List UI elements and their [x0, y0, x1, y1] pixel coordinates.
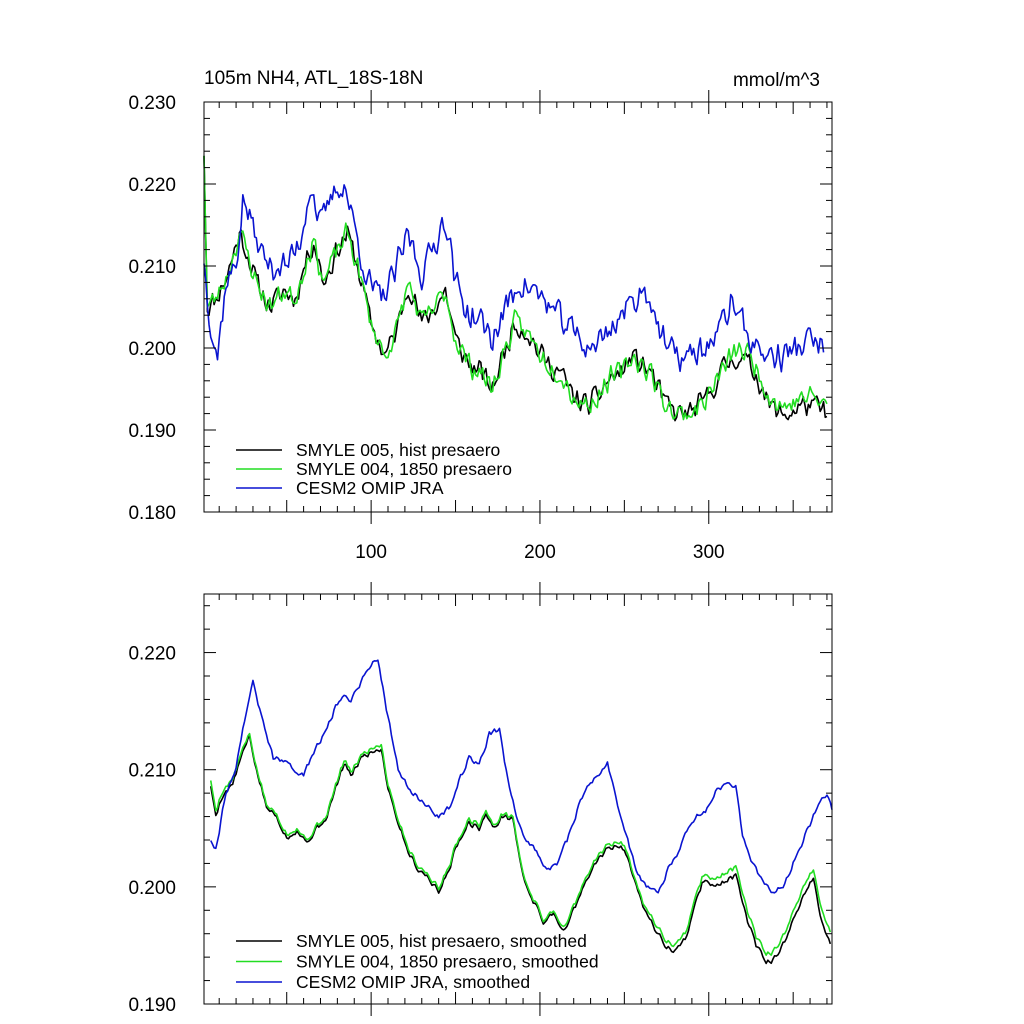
y-tick-label: 0.210: [128, 257, 176, 278]
y-tick-label: 0.200: [128, 339, 176, 360]
plot-frame: [203, 101, 833, 513]
top-panel: 105m NH4, ATL_18S-18N mmol/m^3 0.180 0.19…: [128, 68, 833, 563]
x-tick-label: 300: [693, 542, 725, 563]
legend-label: SMYLE 005, hist presaero: [296, 440, 500, 460]
y-tick-label: 0.200: [128, 878, 176, 899]
units-label: mmol/m^3: [733, 70, 820, 91]
series-line-1: [203, 155, 828, 422]
y-tick-label: 0.230: [128, 93, 176, 114]
legend: SMYLE 005, hist presaero, smoothedSMYLE …: [236, 931, 599, 992]
bottom-panel: 0.190 0.200 0.210 0.220 SMYLE 005, hist pres…: [128, 582, 833, 1016]
y-tick-label: 0.190: [128, 995, 176, 1016]
series-line-2: [209, 732, 832, 956]
series-line-3: [210, 659, 833, 894]
series-line-1: [209, 735, 832, 965]
x-tick-label: 100: [355, 542, 387, 563]
axes: 0.190 0.200 0.210 0.220: [128, 582, 832, 1016]
chart-title: 105m NH4, ATL_18S-18N: [204, 68, 423, 89]
y-tick-label: 0.220: [128, 644, 176, 665]
legend-label: CESM2 OMIP JRA: [296, 478, 444, 498]
y-tick-label: 0.180: [128, 503, 176, 524]
plot-area: [209, 659, 833, 965]
axes: 0.180 0.190 0.200 0.210 0.220 0.230 100 200 300: [128, 90, 832, 563]
y-tick-label: 0.190: [128, 421, 176, 442]
series-line-3: [203, 184, 825, 373]
legend-label: CESM2 OMIP JRA, smoothed: [296, 972, 530, 992]
legend-label: SMYLE 005, hist presaero, smoothed: [296, 931, 587, 951]
legend-label: SMYLE 004, 1850 presaero, smoothed: [296, 952, 599, 972]
series-line-2: [203, 155, 828, 421]
plot-area: [203, 155, 828, 422]
x-tick-label: 200: [524, 542, 556, 563]
y-tick-label: 0.210: [128, 761, 176, 782]
legend-label: SMYLE 004, 1850 presaero: [296, 459, 512, 479]
y-tick-label: 0.220: [128, 175, 176, 196]
plot-frame: [203, 593, 833, 1005]
